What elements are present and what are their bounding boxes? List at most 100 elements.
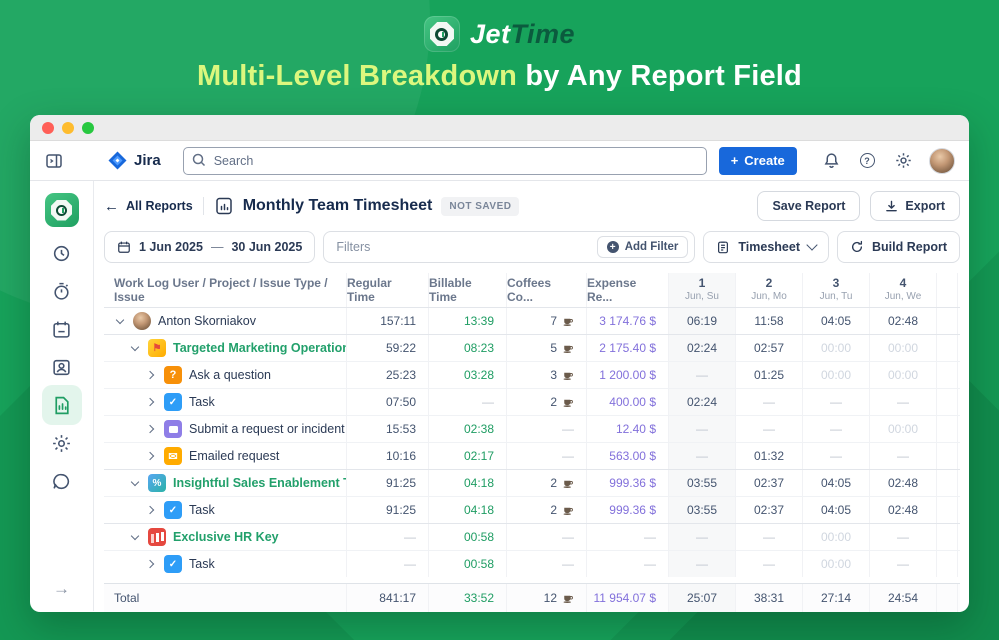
timer-icon[interactable] bbox=[43, 279, 81, 303]
column-header-billable-time[interactable]: Billable Time bbox=[429, 273, 507, 307]
regular-time-cell: 91:25 bbox=[347, 470, 429, 496]
total-regular-time: 841:17 bbox=[347, 584, 429, 612]
profile-card-icon[interactable] bbox=[43, 355, 81, 379]
coffees-cell: — bbox=[507, 551, 587, 577]
filter-bar: 1 Jun 2025 — 30 Jun 2025 Filters + Add F… bbox=[104, 231, 960, 263]
report-icon[interactable] bbox=[41, 385, 82, 425]
filler-cell bbox=[937, 362, 958, 388]
table-row[interactable]: ⚑ Targeted Marketing Operations 59:22 08:23… bbox=[104, 334, 960, 361]
row-label-cell: ⚑ Targeted Marketing Operations bbox=[104, 335, 347, 361]
filler-cell bbox=[937, 389, 958, 415]
row-label-cell: ✉ Emailed request bbox=[104, 443, 347, 469]
column-header-day-2[interactable]: 2 Jun, Mo bbox=[736, 273, 803, 307]
history-icon[interactable] bbox=[43, 241, 81, 265]
coffee-icon bbox=[563, 480, 573, 488]
coffee-icon bbox=[563, 345, 573, 353]
settings-gear-icon[interactable] bbox=[893, 151, 913, 171]
chevron-right-icon[interactable] bbox=[145, 504, 157, 516]
help-icon[interactable]: ? bbox=[857, 151, 877, 171]
notifications-bell-icon[interactable] bbox=[821, 151, 841, 171]
filler-cell bbox=[937, 551, 958, 577]
table-row[interactable]: Submit a request or incident 15:53 02:38—1… bbox=[104, 415, 960, 442]
question-icon: ? bbox=[164, 366, 182, 384]
save-report-button[interactable]: Save Report bbox=[757, 191, 861, 221]
back-arrow-icon: ← bbox=[104, 197, 119, 215]
row-label[interactable]: Exclusive HR Key bbox=[173, 530, 279, 544]
day-cell: 00:00 bbox=[803, 524, 870, 550]
chat-icon[interactable] bbox=[43, 469, 81, 493]
row-label[interactable]: Targeted Marketing Operations bbox=[173, 341, 347, 355]
jettime-app-icon[interactable] bbox=[44, 193, 79, 227]
row-label-cell: ✓ Task bbox=[104, 551, 347, 577]
main-panel: ← All Reports Monthly Team Timesheet NOT… bbox=[94, 181, 969, 612]
date-range-picker[interactable]: 1 Jun 2025 — 30 Jun 2025 bbox=[104, 231, 316, 263]
chevron-right-icon[interactable] bbox=[145, 450, 157, 462]
regular-time-cell: 157:11 bbox=[347, 308, 429, 334]
column-header-day-3[interactable]: 3 Jun, Tu bbox=[803, 273, 870, 307]
browser-window: Jira + Create ? bbox=[30, 115, 969, 612]
table-row[interactable]: Anton Skorniakov 157:11 13:39 7 3 174.76 $06… bbox=[104, 307, 960, 334]
chevron-down-icon[interactable] bbox=[129, 477, 141, 489]
filters-input[interactable]: Filters + Add Filter bbox=[323, 231, 696, 263]
chevron-right-icon[interactable] bbox=[145, 369, 157, 381]
column-header-regular-time[interactable]: Regular Time bbox=[347, 273, 429, 307]
app-name: Jira bbox=[134, 152, 161, 169]
filler-header-cell bbox=[937, 273, 958, 307]
table-row[interactable]: %Insightful Sales Enablement Tool91:2504… bbox=[104, 469, 960, 496]
column-header-expense[interactable]: Expense Re... bbox=[587, 273, 669, 307]
column-header-coffees[interactable]: Coffees Co... bbox=[507, 273, 587, 307]
table-row[interactable]: ✓ Task —00:58— — — —00:00— bbox=[104, 550, 960, 577]
zoom-window-button[interactable] bbox=[82, 121, 94, 134]
task-icon: ✓ bbox=[164, 393, 182, 411]
column-header-day-4[interactable]: 4 Jun, We bbox=[870, 273, 937, 307]
user-avatar[interactable] bbox=[929, 147, 955, 174]
billable-time-cell: 08:23 bbox=[429, 335, 507, 361]
jira-brand[interactable]: Jira bbox=[108, 151, 161, 170]
row-label[interactable]: Insightful Sales Enablement Tool bbox=[173, 476, 346, 490]
chevron-down-icon[interactable] bbox=[114, 315, 126, 327]
chevron-down-icon[interactable] bbox=[129, 342, 141, 354]
chevron-right-icon[interactable] bbox=[145, 423, 157, 435]
table-row[interactable]: Exclusive HR Key —00:58— — — —00:00— bbox=[104, 523, 960, 550]
add-filter-label: Add Filter bbox=[624, 241, 679, 253]
report-header: ← All Reports Monthly Team Timesheet NOT… bbox=[104, 189, 960, 223]
chevron-right-icon[interactable] bbox=[145, 396, 157, 408]
coffee-icon bbox=[563, 318, 573, 326]
view-selector-dropdown[interactable]: Timesheet bbox=[703, 231, 829, 263]
build-report-button[interactable]: Build Report bbox=[837, 231, 960, 263]
billable-time-cell: 13:39 bbox=[429, 308, 507, 334]
report-chart-icon bbox=[215, 197, 232, 215]
export-button[interactable]: Export bbox=[870, 191, 960, 221]
sidebar-toggle-icon[interactable] bbox=[44, 151, 64, 171]
add-filter-button[interactable]: + Add Filter bbox=[596, 236, 689, 258]
column-header-group[interactable]: Work Log User / Project / Issue Type / I… bbox=[104, 273, 347, 307]
day-cell: — bbox=[736, 416, 803, 442]
date-separator: — bbox=[210, 240, 224, 254]
table-row[interactable]: ? Ask a question 25:23 03:28 3 1 200.00 $ —01:… bbox=[104, 361, 960, 388]
calendar-icon[interactable] bbox=[43, 317, 81, 341]
coffees-cell: — bbox=[507, 416, 587, 442]
chevron-down-icon[interactable] bbox=[129, 531, 141, 543]
coffee-icon bbox=[563, 595, 573, 603]
minimize-window-button[interactable] bbox=[62, 121, 74, 134]
table-row[interactable]: ✓ Task 91:25 04:18 2 999.36 $03:55 02:37 04:05 0… bbox=[104, 496, 960, 523]
table-row[interactable]: ✉ Emailed request 10:16 02:17—563.00 $ —01:3… bbox=[104, 442, 960, 469]
app-switcher-icon[interactable] bbox=[76, 151, 96, 171]
day-cell: 00:00 bbox=[803, 335, 870, 361]
all-reports-back-link[interactable]: ← All Reports bbox=[104, 198, 193, 215]
table-row[interactable]: ✓ Task 07:50—2 400.00 $02:24— — — bbox=[104, 388, 960, 415]
row-label-cell: Exclusive HR Key bbox=[104, 524, 347, 550]
close-window-button[interactable] bbox=[42, 121, 54, 134]
day-cell: 03:55 bbox=[669, 470, 736, 496]
day-cell: 00:00 bbox=[870, 416, 937, 442]
chevron-right-icon[interactable] bbox=[145, 558, 157, 570]
settings-icon[interactable] bbox=[43, 431, 81, 455]
day-cell: 11:58 bbox=[736, 308, 803, 334]
sidebar-collapse-arrow[interactable]: → bbox=[53, 579, 70, 598]
coffees-cell: 2 bbox=[507, 497, 587, 523]
day-cell: 00:00 bbox=[803, 551, 870, 577]
column-header-day-1[interactable]: 1 Jun, Su bbox=[669, 273, 736, 307]
task-icon: ✓ bbox=[164, 555, 182, 573]
search-input[interactable] bbox=[182, 146, 707, 175]
create-button[interactable]: + Create bbox=[718, 146, 797, 175]
